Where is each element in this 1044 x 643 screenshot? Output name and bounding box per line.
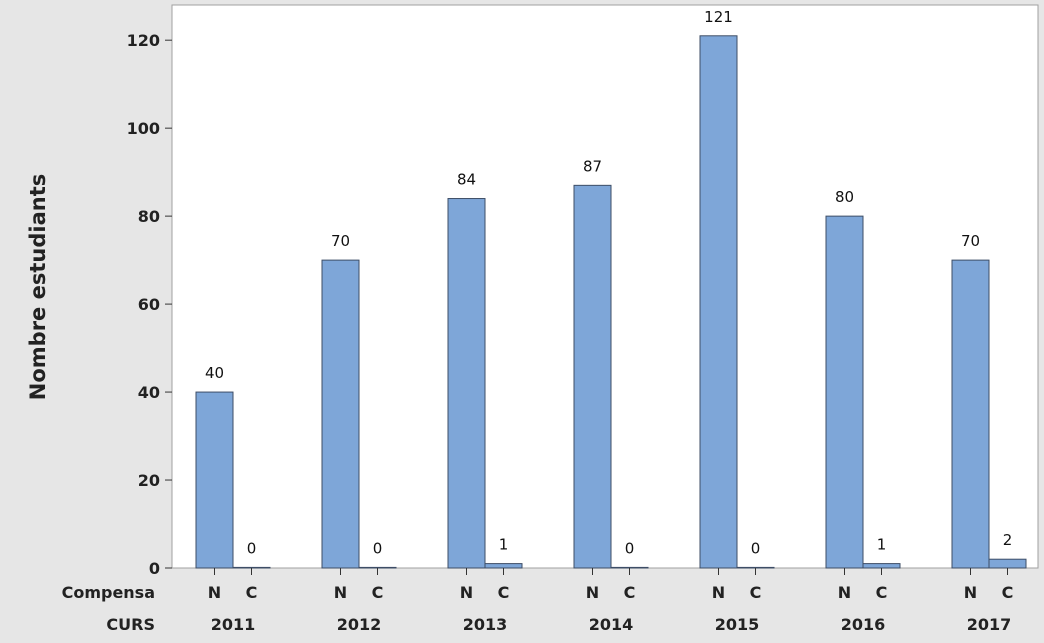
subcategory-label-2015-N: N [712,583,725,602]
y-axis-title: Nombre estudiants [26,174,50,400]
row-label-group: Compensa [62,583,155,602]
bar-2014-C [611,567,648,568]
data-label-2015-N: 121 [704,8,733,26]
category-label-2015: 2015 [715,615,760,634]
y-tick-label-4: 80 [138,207,160,226]
bar-2016-C [863,564,900,568]
subcategory-label-2016-N: N [838,583,851,602]
category-label-2012: 2012 [337,615,382,634]
category-label-2017: 2017 [967,615,1012,634]
bar-2015-N [700,36,737,568]
y-tick-label-1: 20 [138,471,160,490]
subcategory-label-2012-C: C [372,583,384,602]
subcategory-label-2013-C: C [498,583,510,602]
data-label-2016-N: 80 [835,188,854,206]
data-label-2013-N: 84 [457,171,476,189]
category-label-2011: 2011 [211,615,256,634]
data-label-2014-N: 87 [583,157,602,175]
bar-2012-C [359,567,396,568]
bar-2011-N [196,392,233,568]
bar-2012-N [322,260,359,568]
bar-2013-N [448,199,485,568]
data-label-2017-N: 70 [961,232,980,250]
subcategory-label-2016-C: C [876,583,888,602]
data-label-2013-C: 1 [499,536,509,554]
data-label-2016-C: 1 [877,536,887,554]
category-label-2014: 2014 [589,615,634,634]
bar-2014-N [574,185,611,568]
y-tick-label-3: 60 [138,295,160,314]
bar-2017-N [952,260,989,568]
subcategory-label-2014-C: C [624,583,636,602]
subcategory-label-2015-C: C [750,583,762,602]
y-tick-label-5: 100 [127,119,160,138]
bar-2013-C [485,564,522,568]
bar-2015-C [737,567,774,568]
y-tick-label-2: 40 [138,383,160,402]
data-label-2011-C: 0 [247,539,257,557]
subcategory-label-2011-C: C [246,583,258,602]
row-label-category: CURS [106,615,155,634]
bar-2017-C [989,559,1026,568]
subcategory-label-2012-N: N [334,583,347,602]
y-tick-label-0: 0 [149,559,160,578]
bar-2016-N [826,216,863,568]
data-label-2011-N: 40 [205,364,224,382]
bar-2011-C [233,567,270,568]
data-label-2017-C: 2 [1003,531,1013,549]
subcategory-label-2017-C: C [1002,583,1014,602]
subcategory-label-2014-N: N [586,583,599,602]
category-label-2013: 2013 [463,615,508,634]
data-label-2015-C: 0 [751,539,761,557]
data-label-2014-C: 0 [625,539,635,557]
subcategory-label-2017-N: N [964,583,977,602]
data-label-2012-N: 70 [331,232,350,250]
subcategory-label-2013-N: N [460,583,473,602]
subcategory-label-2011-N: N [208,583,221,602]
category-label-2016: 2016 [841,615,886,634]
y-tick-label-6: 120 [127,31,160,50]
data-label-2012-C: 0 [373,539,383,557]
